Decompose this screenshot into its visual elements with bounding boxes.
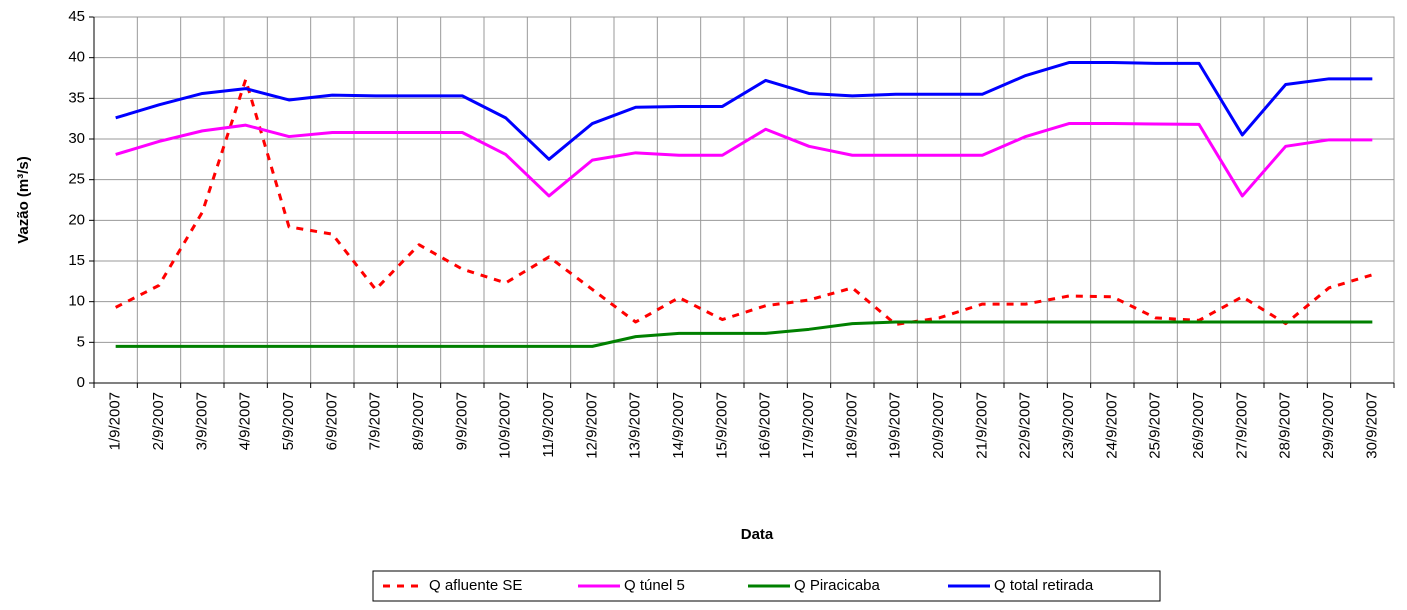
x-tick-label: 25/9/2007 bbox=[1147, 392, 1164, 459]
x-tick-label: 30/9/2007 bbox=[1363, 392, 1380, 459]
x-tick-label: 28/9/2007 bbox=[1277, 392, 1294, 459]
x-tick-label: 1/9/2007 bbox=[107, 392, 124, 450]
x-tick-label: 14/9/2007 bbox=[670, 392, 687, 459]
x-tick-label: 4/9/2007 bbox=[237, 392, 254, 450]
x-tick-label: 22/9/2007 bbox=[1017, 392, 1034, 459]
x-tick-label: 10/9/2007 bbox=[497, 392, 514, 459]
series-line bbox=[115, 122, 1373, 198]
x-tick-label: 8/9/2007 bbox=[410, 392, 427, 450]
y-tick-label: 45 bbox=[68, 8, 85, 25]
x-tick-label: 9/9/2007 bbox=[453, 392, 470, 450]
y-tick-label: 40 bbox=[68, 49, 85, 66]
x-tick-label: 15/9/2007 bbox=[713, 392, 730, 459]
x-tick-label: 7/9/2007 bbox=[367, 392, 384, 450]
legend-label: Q total retirada bbox=[994, 577, 1094, 594]
x-tick-label: 11/9/2007 bbox=[540, 392, 557, 458]
x-tick-label: 13/9/2007 bbox=[627, 392, 644, 459]
x-tick-label: 18/9/2007 bbox=[843, 392, 860, 459]
y-tick-label: 15 bbox=[68, 252, 85, 269]
legend-label: Q Piracicaba bbox=[794, 577, 881, 594]
y-tick-label: 35 bbox=[68, 89, 85, 106]
x-tick-label: 26/9/2007 bbox=[1190, 392, 1207, 459]
x-tick-label: 17/9/2007 bbox=[800, 392, 817, 459]
legend-label: Q túnel 5 bbox=[624, 577, 685, 594]
y-tick-label: 5 bbox=[77, 333, 85, 350]
x-tick-label: 24/9/2007 bbox=[1103, 392, 1120, 459]
x-tick-label: 6/9/2007 bbox=[323, 392, 340, 450]
series-line bbox=[115, 61, 1373, 161]
x-tick-label: 5/9/2007 bbox=[280, 392, 297, 450]
x-tick-label: 12/9/2007 bbox=[583, 392, 600, 459]
x-tick-label: 23/9/2007 bbox=[1060, 392, 1077, 459]
y-axis-title: Vazão (m³/s) bbox=[15, 156, 32, 244]
y-tick-label: 30 bbox=[68, 130, 85, 147]
x-tick-label: 21/9/2007 bbox=[973, 392, 990, 459]
x-tick-label: 2/9/2007 bbox=[150, 392, 167, 450]
x-tick-label: 20/9/2007 bbox=[930, 392, 947, 459]
x-tick-label: 16/9/2007 bbox=[757, 392, 774, 459]
series-line bbox=[114, 78, 1373, 326]
x-tick-label: 27/9/2007 bbox=[1233, 392, 1250, 459]
x-tick-label: 29/9/2007 bbox=[1320, 392, 1337, 459]
x-axis-title: Data bbox=[741, 526, 774, 543]
y-tick-label: 25 bbox=[68, 171, 85, 188]
x-tick-label: 19/9/2007 bbox=[887, 392, 904, 459]
y-tick-label: 0 bbox=[77, 374, 85, 391]
x-tick-label: 3/9/2007 bbox=[193, 392, 210, 450]
y-tick-label: 20 bbox=[68, 211, 85, 228]
legend-label: Q afluente SE bbox=[429, 577, 522, 594]
y-tick-label: 10 bbox=[68, 293, 85, 310]
series-line bbox=[115, 320, 1373, 348]
